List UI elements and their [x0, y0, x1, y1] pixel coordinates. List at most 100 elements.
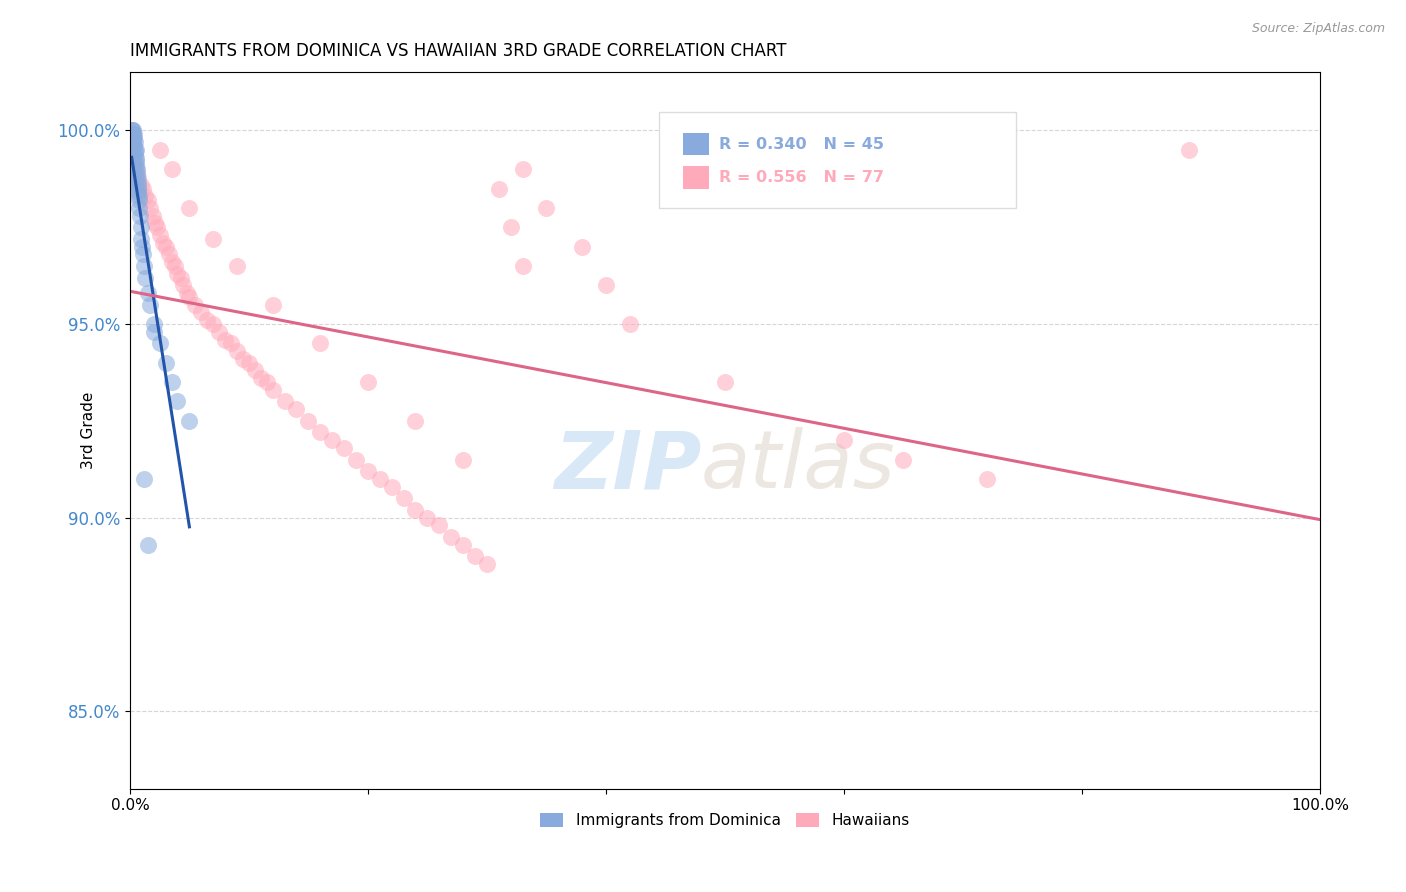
- Point: [132, 181, 155, 195]
- Point: [285, 402, 308, 417]
- Point: [262, 298, 284, 312]
- Point: [128, 193, 150, 207]
- Point: [149, 336, 172, 351]
- Point: [464, 549, 486, 564]
- Point: [122, 131, 145, 145]
- Point: [127, 169, 149, 184]
- Point: [125, 158, 148, 172]
- Point: [499, 220, 522, 235]
- Point: [321, 433, 343, 447]
- Point: [121, 123, 143, 137]
- Point: [184, 298, 207, 312]
- Point: [155, 356, 177, 370]
- Point: [392, 491, 415, 506]
- Point: [128, 201, 150, 215]
- Point: [243, 363, 266, 377]
- Point: [619, 317, 641, 331]
- Point: [122, 128, 145, 142]
- Point: [136, 193, 159, 207]
- Point: [134, 270, 156, 285]
- Point: [125, 154, 148, 169]
- Point: [121, 131, 143, 145]
- Point: [202, 232, 225, 246]
- FancyBboxPatch shape: [659, 112, 1017, 209]
- Point: [170, 270, 193, 285]
- Point: [262, 383, 284, 397]
- Point: [405, 414, 427, 428]
- Point: [309, 336, 332, 351]
- Point: [232, 351, 254, 366]
- Point: [297, 414, 319, 428]
- Point: [427, 518, 450, 533]
- Point: [214, 333, 236, 347]
- Point: [714, 375, 737, 389]
- Point: [595, 278, 617, 293]
- Point: [1178, 143, 1201, 157]
- Point: [139, 298, 162, 312]
- Point: [124, 151, 146, 165]
- Point: [571, 239, 593, 253]
- Point: [512, 259, 534, 273]
- Point: [131, 239, 153, 253]
- Point: [142, 317, 165, 331]
- Point: [249, 371, 271, 385]
- Point: [440, 530, 463, 544]
- Point: [152, 235, 174, 250]
- Point: [125, 162, 148, 177]
- Point: [976, 472, 998, 486]
- Text: R = 0.340   N = 45: R = 0.340 N = 45: [718, 136, 884, 152]
- Legend: Immigrants from Dominica, Hawaiians: Immigrants from Dominica, Hawaiians: [534, 807, 915, 835]
- Point: [179, 414, 201, 428]
- Point: [125, 143, 148, 157]
- Point: [125, 162, 148, 177]
- Point: [141, 209, 163, 223]
- Text: ZIP: ZIP: [554, 427, 702, 505]
- Point: [121, 123, 143, 137]
- Point: [127, 178, 149, 192]
- Point: [149, 143, 172, 157]
- Point: [451, 452, 474, 467]
- Point: [166, 394, 188, 409]
- Point: [121, 128, 143, 142]
- Point: [129, 232, 152, 246]
- FancyBboxPatch shape: [683, 133, 710, 155]
- Point: [202, 317, 225, 331]
- Point: [124, 146, 146, 161]
- Text: 3rd Grade: 3rd Grade: [80, 392, 96, 469]
- Point: [179, 201, 201, 215]
- Point: [416, 510, 439, 524]
- Point: [132, 247, 155, 261]
- Point: [122, 131, 145, 145]
- Point: [309, 425, 332, 440]
- Text: R = 0.556   N = 77: R = 0.556 N = 77: [718, 170, 884, 186]
- Point: [344, 452, 367, 467]
- Point: [157, 247, 180, 261]
- Point: [124, 135, 146, 149]
- Point: [891, 452, 914, 467]
- Point: [129, 209, 152, 223]
- Point: [475, 557, 498, 571]
- Point: [134, 259, 156, 273]
- Point: [208, 325, 231, 339]
- Point: [122, 135, 145, 149]
- Point: [451, 538, 474, 552]
- Point: [146, 220, 169, 235]
- Point: [155, 239, 177, 253]
- Point: [127, 181, 149, 195]
- Point: [179, 290, 201, 304]
- Point: [273, 394, 295, 409]
- Point: [160, 375, 183, 389]
- Point: [125, 166, 148, 180]
- Point: [134, 189, 156, 203]
- Text: Source: ZipAtlas.com: Source: ZipAtlas.com: [1251, 22, 1385, 36]
- Point: [512, 162, 534, 177]
- Point: [127, 186, 149, 200]
- Point: [536, 201, 558, 215]
- Point: [136, 286, 159, 301]
- Point: [134, 472, 156, 486]
- Point: [139, 201, 162, 215]
- Point: [122, 123, 145, 137]
- Point: [381, 480, 404, 494]
- Point: [238, 356, 260, 370]
- Point: [136, 538, 159, 552]
